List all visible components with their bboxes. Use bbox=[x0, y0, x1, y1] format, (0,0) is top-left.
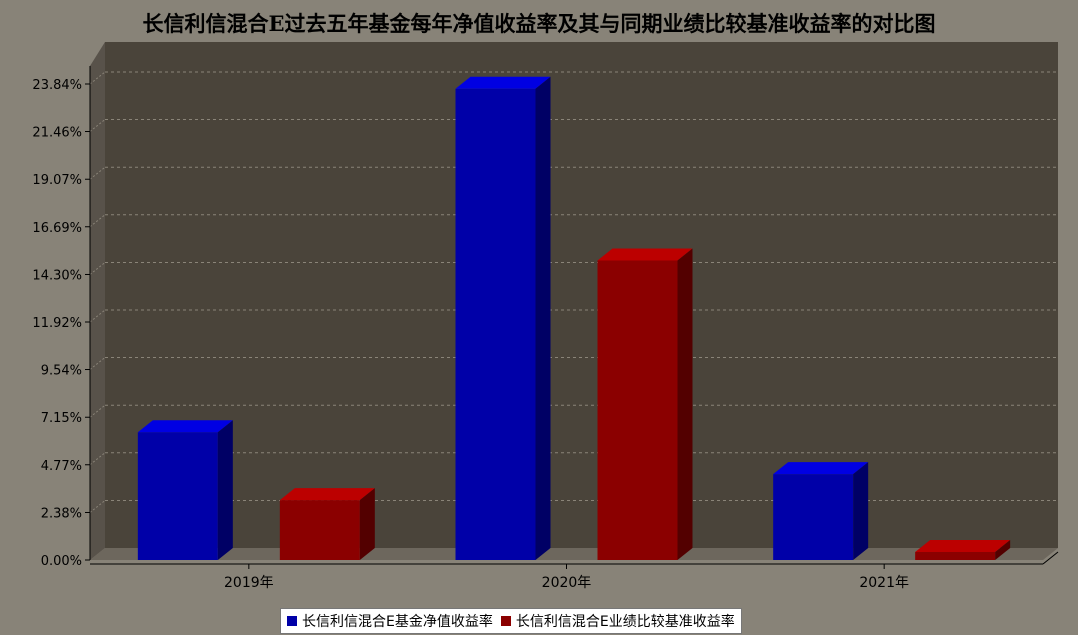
y-tick-label: 0.00% bbox=[41, 554, 82, 569]
bar-front bbox=[137, 432, 218, 560]
bar-front bbox=[597, 260, 678, 560]
gridline-diagonal bbox=[89, 452, 106, 466]
y-tick-label: 4.77% bbox=[41, 459, 82, 474]
legend-label: 长信利信混合E业绩比较基准收益率 bbox=[515, 614, 735, 630]
bar-top bbox=[915, 540, 1011, 553]
gridline-diagonal bbox=[89, 71, 106, 85]
bar-2020年-0 bbox=[455, 76, 551, 561]
plot-side-wall bbox=[90, 42, 105, 560]
bar-top bbox=[279, 488, 375, 501]
legend-item: 长信利信混合E业绩比较基准收益率 bbox=[500, 611, 735, 631]
bar-front bbox=[455, 88, 536, 561]
gridline-diagonal bbox=[89, 262, 106, 275]
bar-side bbox=[359, 488, 375, 560]
plot-back-wall bbox=[105, 42, 1058, 548]
bar-side bbox=[995, 540, 1011, 560]
y-tick-label: 9.54% bbox=[41, 364, 82, 379]
y-axis: 0.00% 2.38% 4.77% 7.15% 9.54% 11.92% 14.30% 16.… bbox=[32, 66, 91, 569]
gridline-diagonal bbox=[89, 404, 106, 418]
chart-title: 长信利信混合E过去五年基金每年净值收益率及其与同期业绩比较基准收益率的对比图 bbox=[142, 11, 936, 36]
y-tick-label: 19.07% bbox=[32, 173, 82, 188]
bar-2019年-1 bbox=[279, 488, 375, 560]
gridlines bbox=[89, 71, 1058, 513]
legend-swatch bbox=[500, 616, 511, 626]
legend-swatch bbox=[287, 616, 297, 626]
bars bbox=[137, 76, 1011, 561]
bar-side bbox=[217, 420, 233, 560]
x-tick-label: 2021年 bbox=[859, 575, 909, 591]
legend: 长信利信混合E基金净值收益率 长信利信混合E业绩比较基准收益率 bbox=[280, 608, 742, 634]
bar-2021年-1 bbox=[915, 540, 1011, 560]
bar-front bbox=[279, 500, 360, 560]
gridline-diagonal bbox=[89, 357, 106, 370]
bar-top bbox=[773, 462, 869, 475]
plot-area bbox=[90, 42, 1058, 560]
y-tick-label: 23.84% bbox=[32, 78, 82, 93]
gridline-diagonal bbox=[89, 166, 106, 180]
y-tick-label: 11.92% bbox=[32, 316, 82, 331]
bar-2019年-0 bbox=[137, 420, 233, 560]
legend-item: 长信利信混合E基金净值收益率 bbox=[287, 611, 493, 631]
bar-front bbox=[915, 552, 996, 560]
gridline-diagonal bbox=[89, 214, 106, 228]
gridline-diagonal bbox=[89, 309, 106, 323]
legend-label: 长信利信混合E基金净值收益率 bbox=[302, 614, 493, 630]
x-axis: 2019年 2020年 2021年 bbox=[90, 551, 1059, 591]
gridline-diagonal bbox=[89, 119, 106, 132]
x-tick-label: 2019年 bbox=[224, 575, 274, 591]
y-tick-label: 14.30% bbox=[32, 268, 82, 283]
gridline-diagonal bbox=[89, 500, 106, 513]
y-tick-label: 2.38% bbox=[41, 506, 82, 521]
bar-side bbox=[535, 76, 551, 561]
y-tick-label: 21.46% bbox=[32, 126, 82, 141]
y-tick-label: 7.15% bbox=[41, 411, 82, 426]
x-tick-label: 2020年 bbox=[542, 575, 592, 591]
plot-floor bbox=[90, 548, 1058, 560]
x-axis-line-end bbox=[1042, 551, 1059, 565]
bar-2020年-1 bbox=[597, 248, 693, 560]
bar-side bbox=[853, 462, 869, 560]
y-tick-label: 16.69% bbox=[32, 221, 82, 236]
bar-top bbox=[137, 420, 233, 433]
bar-top bbox=[597, 248, 693, 261]
bar-side bbox=[677, 248, 693, 560]
bar-top bbox=[455, 76, 551, 89]
bar-2021年-0 bbox=[773, 462, 869, 560]
bar-front bbox=[773, 474, 854, 560]
